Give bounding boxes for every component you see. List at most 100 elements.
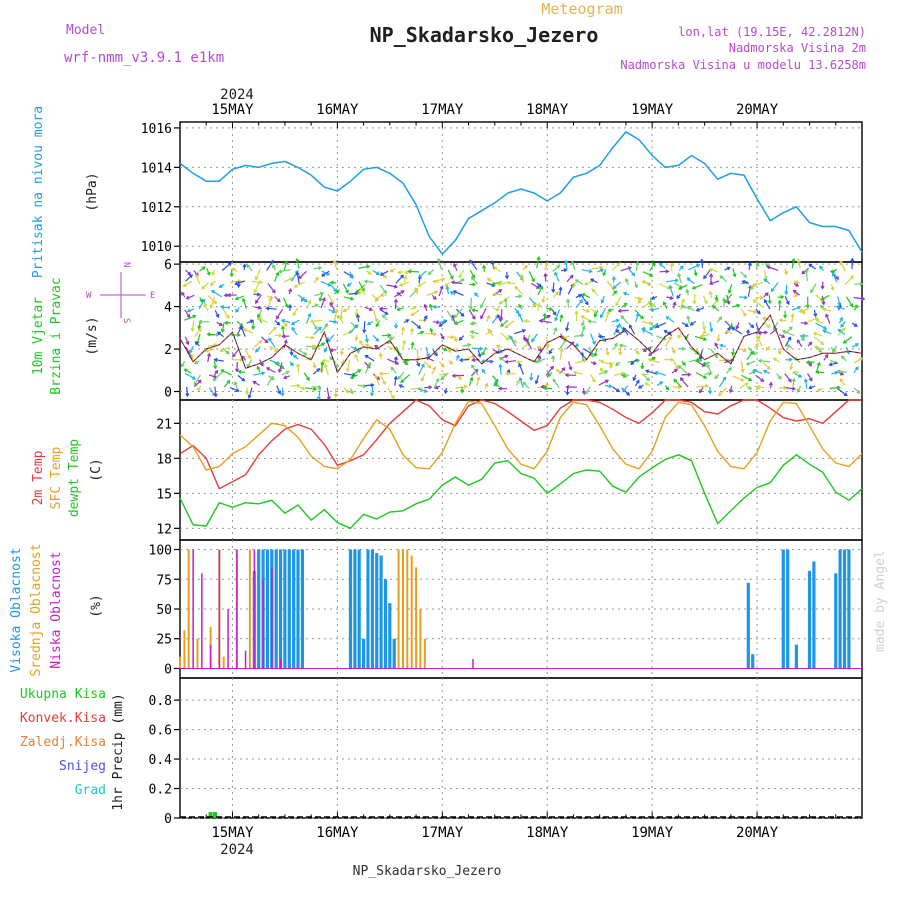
y-tick-label: 25: [156, 633, 172, 648]
panel-frame-4: [180, 678, 862, 818]
y-tick-label: 0: [164, 812, 172, 827]
cloud-high-bar: [388, 603, 391, 668]
y-tick-label: 0: [164, 386, 172, 401]
x-day-label-top: 19MAY: [631, 102, 674, 118]
cloud-high-bar: [296, 550, 299, 669]
lonlat-text: lon,lat (19.15E, 42.2812N): [678, 25, 866, 39]
precip-legend-item: Snijeg: [59, 759, 106, 774]
wind-arrow: [814, 337, 823, 345]
cloud-mid-bar: [179, 657, 181, 669]
wind-arrow: [277, 309, 283, 318]
dewpt-line: [180, 455, 862, 529]
wind-arrow: [267, 377, 273, 386]
x-day-label-top: 20MAY: [736, 102, 779, 118]
pressure-unit: (hPa): [85, 172, 100, 211]
cloud-low-bar: [262, 579, 264, 668]
cloud-high-bar: [353, 550, 356, 669]
wind-arrow: [401, 375, 410, 383]
wind-arrow: [299, 271, 307, 278]
wind-arrow: [526, 339, 532, 350]
cloud-high-bar: [362, 639, 365, 669]
cloud-low-bar: [192, 550, 194, 669]
wind-arrow: [223, 308, 229, 318]
y-tick-label: 0.6: [149, 724, 172, 739]
cloud-high-bar: [847, 550, 850, 669]
cloud-high-bar: [786, 550, 789, 669]
y-tick-label: 0.8: [149, 694, 172, 709]
wind-arrow: [560, 339, 566, 348]
cloud-mid-bar: [406, 550, 408, 669]
cloud-low-bar: [201, 573, 203, 668]
y-tick-label: 0.4: [149, 753, 173, 768]
cloud-high-bar: [393, 639, 396, 669]
y-tick-label: 18: [156, 452, 172, 467]
meteogram-label: Meteogram: [541, 0, 622, 18]
year-bottom: 2024: [220, 842, 254, 858]
cloud-mid-bar: [223, 657, 225, 669]
wind-arrow: [614, 282, 621, 288]
cloud-unit: (%): [89, 594, 104, 617]
wind-arrow: [380, 285, 386, 293]
wind-arrows: [182, 257, 865, 399]
y-tick-label: 6: [164, 258, 172, 273]
cloud-low-bar: [271, 567, 273, 668]
wind-arrow: [515, 287, 522, 295]
wind-arrow: [719, 388, 727, 395]
cloud-high-bar: [782, 550, 785, 669]
temp2m-label: 2m Temp: [31, 450, 46, 505]
cloud-high-bar: [375, 553, 378, 668]
wind-arrow: [816, 323, 827, 329]
precip-legend-item: Konvek.Kisa: [20, 711, 106, 726]
wind-arrow: [366, 356, 375, 361]
y-tick-label: 0: [164, 662, 172, 677]
year-top: 2024: [220, 87, 254, 103]
cloud-high-bar: [747, 583, 750, 669]
x-day-label-bottom: 19MAY: [631, 825, 674, 841]
y-tick-label: 75: [156, 573, 172, 588]
wind-arrow: [567, 276, 573, 282]
cloud-low-bar: [245, 651, 247, 669]
precip-unit: 1hr Precip (mm): [111, 693, 126, 810]
cloud-low-bar: [254, 550, 256, 669]
temp2m-line: [180, 400, 862, 489]
wind-arrow: [763, 363, 770, 369]
cloud-high-bar: [288, 550, 291, 669]
cloud-low-label: Niska Oblacnost: [49, 551, 64, 668]
chart-layer: 1010101210141016024612151821025507510000…: [20, 102, 864, 841]
x-day-label-bottom: 20MAY: [736, 825, 779, 841]
x-day-label-top: 17MAY: [421, 102, 464, 118]
wind-unit: (m/s): [85, 316, 100, 355]
wind-arrow: [328, 294, 333, 304]
wind-arrow: [501, 320, 508, 326]
cloud-high-bar: [834, 573, 837, 668]
cloud-high-bar: [292, 550, 295, 669]
wind-arrow: [747, 352, 753, 360]
model-name: wrf-nmm_v3.9.1 e1km: [64, 50, 224, 66]
watermark: made by Angel: [873, 550, 888, 652]
x-day-label-top: 15MAY: [211, 102, 254, 118]
y-tick-label: 4: [164, 301, 172, 316]
wind-speed-line-red: [180, 315, 862, 372]
wind-arrow: [621, 316, 628, 324]
wind-arrow: [756, 375, 764, 381]
compass-south: S: [121, 318, 131, 323]
wind-arrow: [532, 334, 538, 342]
sfc-temp-line: [180, 401, 862, 470]
cloud-mid-bar: [411, 556, 413, 669]
cloud-high-bar: [283, 550, 286, 669]
wind-arrow: [501, 333, 509, 340]
cloud-mid-bar: [424, 639, 426, 669]
y-tick-label: 0.2: [149, 783, 172, 798]
cloud-high-bar: [266, 550, 269, 669]
compass-west: W: [86, 291, 92, 301]
wind-speed-line: [180, 315, 862, 372]
y-tick-label: 2: [164, 343, 172, 358]
wind-arrow: [845, 276, 853, 285]
x-day-label-bottom: 15MAY: [211, 825, 254, 841]
wind-arrow: [592, 289, 598, 295]
x-day-label-bottom: 17MAY: [421, 825, 464, 841]
pressure-label: Pritisak na nivou mora: [31, 106, 46, 278]
cloud-low-bar: [219, 550, 221, 669]
